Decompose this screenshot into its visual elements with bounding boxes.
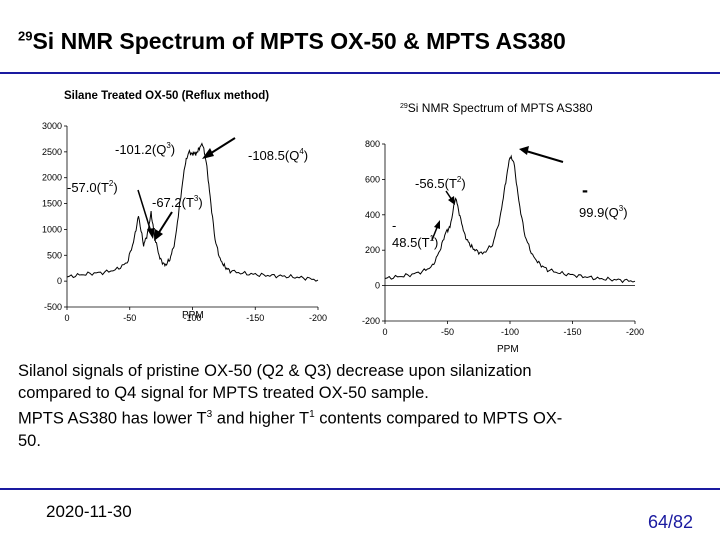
caption: Silanol signals of pristine OX-50 (Q2 & … — [18, 360, 698, 452]
chart2-ytick-label: 200 — [365, 245, 380, 255]
chart2-annotation-q3: 99.9(Q3) — [579, 204, 628, 220]
chart1-ytick-label: 500 — [47, 250, 62, 260]
chart2-arrowhead-t1 — [434, 220, 440, 229]
chart2-xtick-label: -100 — [501, 327, 519, 337]
chart2-xtick-label: 0 — [382, 327, 387, 337]
chart1-xtick-label: -100 — [183, 313, 201, 323]
chart2-arrowhead-q3 — [519, 146, 529, 155]
chart1-annotation-t3: -67.2(T3) — [152, 194, 203, 210]
slide-title-superscript: 29 — [18, 28, 33, 44]
chart1-annotation-t2: -57.0(T2) — [67, 179, 118, 195]
chart-ox50: Silane Treated OX-50 (Reflux method) 300… — [42, 90, 327, 323]
chart2-axes — [384, 144, 635, 322]
caption-line-4: 50. — [18, 431, 41, 450]
footer-divider — [0, 488, 720, 490]
chart2-title: 29Si NMR Spectrum of MPTS AS380 — [400, 101, 593, 115]
footer-date: 2020-11-30 — [46, 502, 132, 521]
chart2-ytick-label: 600 — [365, 174, 380, 184]
caption-line-1: Silanol signals of pristine OX-50 (Q2 & … — [18, 362, 532, 380]
chart2-xtick-label: -50 — [441, 327, 454, 337]
chart2-xlabel: PPM — [497, 344, 519, 355]
chart1-arrowhead-t2 — [147, 228, 155, 239]
chart2-ytick-label: 0 — [375, 281, 380, 291]
caption-line-3: MPTS AS380 has lower T3 and higher T1 co… — [18, 409, 563, 428]
chart-as380: 29Si NMR Spectrum of MPTS AS380 800 600 40… — [362, 101, 644, 355]
chart2-xtick-label: -200 — [626, 327, 644, 337]
chart2-arrowhead-t2 — [448, 196, 455, 205]
chart1-arrow-t2 — [137, 189, 152, 233]
chart1-ytick-label: 1500 — [42, 199, 62, 209]
chart1-arrow-t3 — [157, 211, 173, 235]
chart1-xtick-label: -150 — [246, 313, 264, 323]
chart2-annotation-t1: 48.5(T1) — [392, 234, 438, 250]
chart1-ytick-label: 0 — [57, 276, 62, 286]
chart1-annotation-q4: -108.5(Q4) — [248, 147, 308, 163]
chart1-xtick-label: -50 — [123, 313, 136, 323]
chart1-ytick-label: 3000 — [42, 121, 62, 131]
chart1-arrowhead-q4 — [202, 148, 214, 159]
chart2-annotation-t1-dash: - — [392, 218, 396, 233]
chart1-xtick-label: 0 — [64, 313, 69, 323]
chart1-xtick-label: -200 — [309, 313, 327, 323]
chart1-ytick-label: 2500 — [42, 147, 62, 157]
chart2-annotation-q3-dash: - — [582, 180, 588, 200]
chart1-ytick-label: -500 — [44, 302, 62, 312]
chart1-ytick-label: 2000 — [42, 173, 62, 183]
chart2-ytick-label: 400 — [365, 210, 380, 220]
title-divider — [0, 72, 720, 74]
chart1-title: Silane Treated OX-50 (Reflux method) — [64, 90, 269, 102]
caption-line-2: compared to Q4 signal for MPTS treated O… — [18, 384, 429, 402]
chart1-arrow-q4 — [207, 137, 236, 156]
chart1-xlabel: PPM — [182, 310, 204, 321]
chart2-xtick-label: -150 — [563, 327, 581, 337]
chart1-annotation-q3: -101.2(Q3) — [115, 141, 175, 157]
chart2-annotation-t2: -56.5(T2) — [415, 175, 466, 191]
chart2-arrow-q3 — [525, 150, 564, 163]
chart2-series-line — [384, 154, 636, 284]
page-number: 64/82 — [648, 512, 694, 532]
chart1-ytick-label: 1000 — [42, 224, 62, 234]
chart2-ytick-label: -200 — [362, 316, 380, 326]
chart1-arrowhead-t3 — [154, 229, 163, 241]
chart2-ytick-label: 800 — [365, 139, 380, 149]
chart1-series-line — [66, 142, 319, 282]
slide-title-text: Si NMR Spectrum of MPTS OX-50 & MPTS AS3… — [32, 28, 566, 54]
slide-title: 29Si NMR Spectrum of MPTS OX-50 & MPTS A… — [18, 28, 718, 55]
